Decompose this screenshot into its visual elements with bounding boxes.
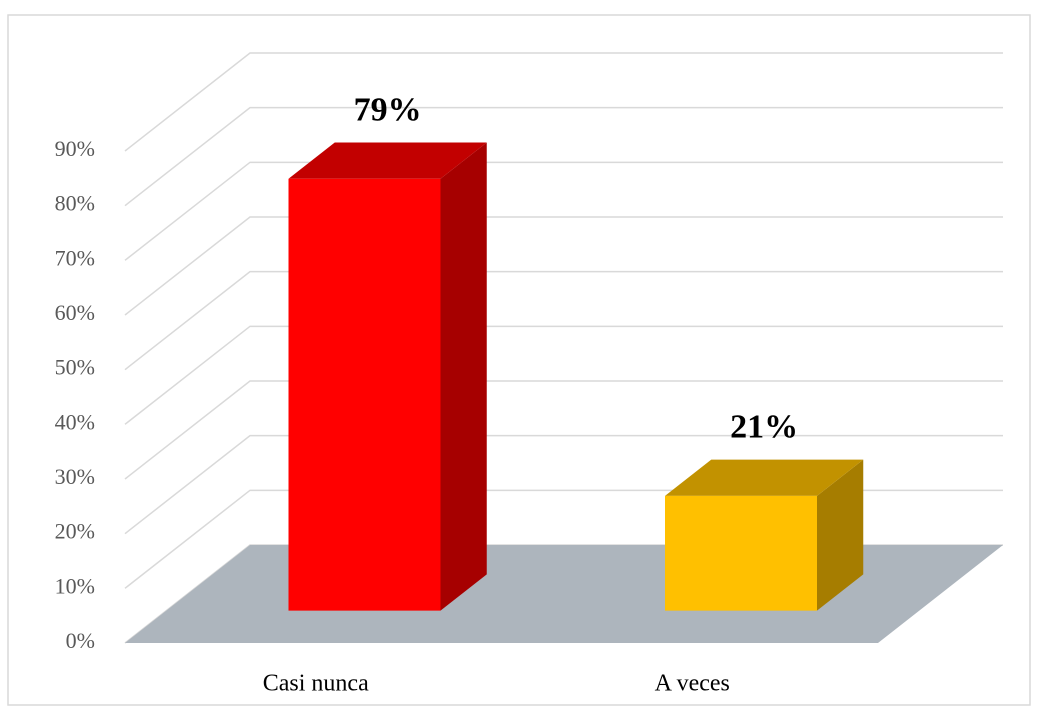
y-tick-label: 30%	[55, 464, 95, 489]
bar-top	[288, 142, 487, 179]
bar	[288, 178, 441, 611]
bar-side	[817, 459, 864, 611]
y-tick-label: 90%	[55, 136, 95, 161]
grid-line	[124, 434, 1003, 535]
grid-line	[124, 380, 1003, 480]
y-tick-label: 70%	[55, 245, 95, 270]
grid-line	[124, 161, 1003, 261]
y-tick-label: 20%	[55, 519, 95, 544]
y-tick-label: 50%	[55, 355, 95, 380]
y-tick-label: 80%	[55, 191, 95, 216]
y-tick-label: 60%	[55, 300, 95, 325]
grid-line	[124, 106, 1003, 207]
x-tick-label: A veces	[655, 671, 730, 697]
bar-side	[440, 142, 487, 611]
floor	[125, 545, 1003, 643]
bar	[665, 495, 817, 611]
grid-line	[124, 52, 1003, 152]
grid-line	[124, 325, 1003, 425]
y-tick-label: 10%	[55, 573, 95, 598]
value-label: 79%	[354, 91, 422, 128]
grid-line	[124, 216, 1003, 316]
y-tick-label: 40%	[55, 409, 95, 434]
x-tick-label: Casi nunca	[263, 671, 369, 697]
bar-top	[665, 459, 864, 496]
value-label: 21%	[730, 408, 798, 445]
grid-line	[124, 270, 1003, 371]
y-tick-label: 0%	[66, 628, 95, 653]
